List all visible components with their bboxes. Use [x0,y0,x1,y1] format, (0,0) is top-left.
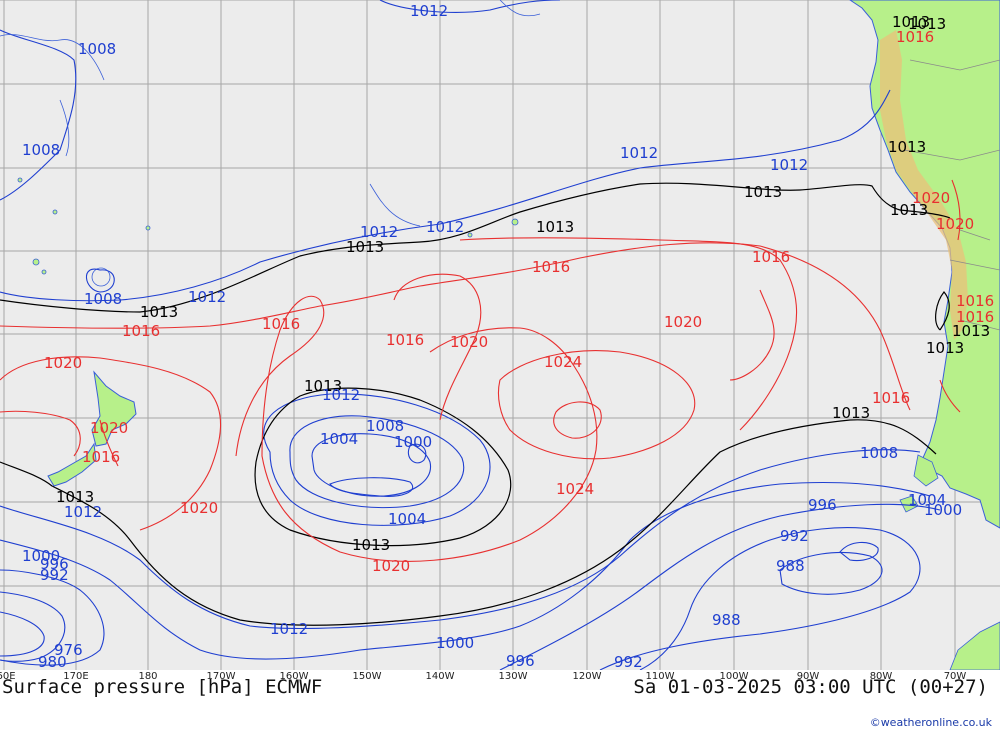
longitude-label: 130W [498,671,528,682]
isobar-label: 1020 [912,189,950,207]
isobar-label: 996 [40,555,69,573]
isobar-label: 1016 [872,389,910,407]
coastlines [0,0,541,227]
isobar-label: 1016 [956,292,994,310]
isobar-label: 1008 [22,141,60,159]
longitude-label: 120W [572,671,602,682]
isobar-label: 980 [38,653,67,670]
isobar-label: 1013 [536,218,574,236]
isobar-label: 1013 [952,322,990,340]
isobar-label: 1020 [180,499,218,517]
isobar-label: 1012 [620,144,658,162]
isobar-label: 1013 [56,488,94,506]
isobar-label: 1024 [544,353,582,371]
isobar-label: 1020 [664,313,702,331]
isobar-label: 1013 [346,238,384,256]
isobar-label: 976 [54,641,83,659]
pressure-map: 1012 1008 1008 1008 1013 1016 1020 1012 … [0,0,1000,670]
isobar-label: 1004 [908,491,946,509]
isobar-label: 1013 [926,339,964,357]
isobar-label: 1013 [304,377,342,395]
low-pressure-isobars [0,0,941,670]
longitude-label: 170E [63,671,89,682]
isobar-label: 1013 [890,201,928,219]
longitude-label: 90W [796,671,820,682]
isobar-label: 988 [712,611,741,629]
isobar-label: 1012 [410,2,448,20]
isobar-label: 1012 [270,620,308,638]
longitude-label: 70W [943,671,967,682]
isobar-label: 1012 [322,386,360,404]
isobar-label: 1016 [896,28,934,46]
isobar-label: 1012 [188,288,226,306]
isobar-label: 1020 [450,333,488,351]
longitude-label: 80W [869,671,893,682]
isobar-labels: 1012 1008 1008 1008 1013 1016 1020 1012 … [22,2,994,670]
isobar-label: 1000 [22,547,60,565]
isobar-label: 1008 [78,40,116,58]
isobar-label: 996 [506,652,535,670]
isobar-label: 1008 [84,290,122,308]
isobar-label: 1016 [956,308,994,326]
longitude-label: 110W [645,671,675,682]
map-footer [0,670,1000,733]
longitude-label: 150W [352,671,382,682]
isobar-label: 1020 [372,557,410,575]
isobar-label: 996 [808,496,837,514]
isobar-label: 1004 [388,510,426,528]
longitude-label: 160W [279,671,309,682]
isobar-label: 1012 [64,503,102,521]
isobar-label: 988 [776,557,805,575]
isobar-label: 1016 [752,248,790,266]
isobar-label: 1013 [888,138,926,156]
high-pressure-isobars [0,179,961,562]
isobar-label: 1024 [556,480,594,498]
antarctic-peninsula [949,621,1000,670]
new-zealand-south-island [47,442,97,487]
standard-isobars [0,182,951,626]
isobar-label: 1013 [352,536,390,554]
isobar-label: 1020 [936,215,974,233]
isobar-label: 1000 [394,433,432,451]
isobar-label: 1020 [90,419,128,437]
longitude-label: 140W [425,671,455,682]
isobar-label: 1008 [366,417,404,435]
isobar-label: 1013 [892,13,930,31]
isobar-label: 1016 [82,448,120,466]
new-zealand-north-island [91,370,137,447]
isobar-label: 992 [780,527,809,545]
isobar-label: 1013 [744,183,782,201]
isobar-label: 1012 [770,156,808,174]
isobar-label: 1016 [122,322,160,340]
andes-relief [880,30,968,340]
isobar-label: 1012 [360,223,398,241]
country-borders [903,59,1000,331]
isobar-label: 1008 [860,444,898,462]
isobar-label: 1004 [320,430,358,448]
isobar-label: 1000 [436,634,474,652]
isobar-label: 992 [614,653,643,670]
isobar-label: 1020 [44,354,82,372]
map-canvas: 1012 1008 1008 1008 1013 1016 1020 1012 … [0,0,1000,670]
isobar-label: 1013 [908,15,946,33]
longitude-label: 180 [138,671,158,682]
map-title: Surface pressure [hPa] ECMWF [2,676,323,698]
isobar-label: 1013 [140,303,178,321]
valid-time: Sa 01-03-2025 03:00 UTC (00+27) [633,676,988,698]
longitude-label: 170W [206,671,236,682]
isobar-label: 992 [40,566,69,584]
isobar-label: 1016 [532,258,570,276]
isobar-label: 1012 [426,218,464,236]
longitude-label: 60E [0,671,16,682]
isobar-label: 1016 [262,315,300,333]
isobar-label: 1016 [386,331,424,349]
isobar-label: 1000 [924,501,962,519]
longitude-label: 100W [719,671,749,682]
isobar-label: 1013 [832,404,870,422]
islands [17,177,519,287]
source-credit[interactable]: ©weatheronline.co.uk [869,716,992,729]
